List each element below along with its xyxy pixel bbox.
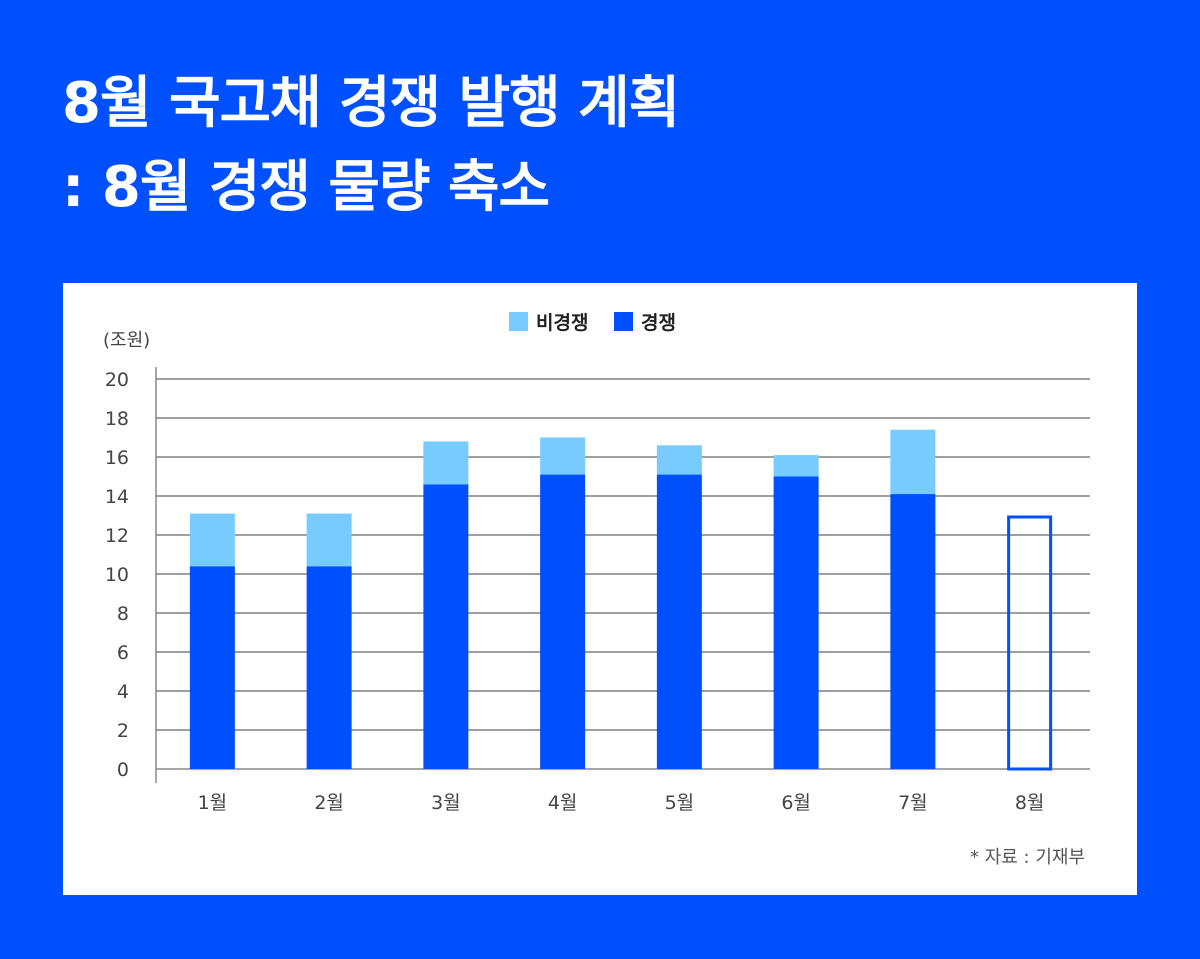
bar-noncompetitive (656, 445, 702, 475)
y-tick-label: 20 (105, 369, 129, 391)
bar-noncompetitive (773, 455, 819, 477)
y-tick-label: 14 (105, 486, 129, 508)
y-tick-label: 12 (105, 525, 129, 547)
y-tick-label: 18 (105, 408, 129, 430)
x-tick-label: 5월 (665, 792, 695, 814)
y-axis-label: (조원) (103, 330, 150, 351)
bar-competitive (773, 476, 819, 769)
legend-swatch (509, 312, 528, 331)
bar-competitive (189, 566, 235, 769)
x-tick-label: 7월 (898, 792, 928, 814)
bar-competitive (890, 494, 936, 769)
chart-panel: (조원) 0 2 4 6 8 10 12 14 16 18 20 1월 2월 3월 4월 5월 6월 7월 8월 비경쟁… (63, 283, 1137, 895)
x-tick-label: 4월 (548, 792, 578, 814)
y-tick-label: 8 (117, 603, 129, 625)
bar-outlined-8월 (1007, 515, 1053, 771)
y-tick-label: 2 (117, 720, 129, 742)
bar-competitive (306, 566, 352, 769)
y-tick-label: 0 (117, 759, 129, 781)
x-tick-label: 8월 (1015, 792, 1045, 814)
bar-noncompetitive (189, 513, 235, 567)
legend-swatch (614, 312, 633, 331)
bar-noncompetitive (306, 513, 352, 567)
bar-noncompetitive (423, 441, 469, 485)
bar-noncompetitive (540, 437, 586, 475)
y-tick-label: 4 (117, 681, 129, 703)
x-tick-label: 1월 (198, 792, 228, 814)
bar-noncompetitive (890, 429, 936, 495)
title-line-2: : 8월 경쟁 물량 축소 (62, 155, 550, 220)
legend-label: 경쟁 (641, 312, 676, 334)
y-tick-label: 10 (105, 564, 129, 586)
bar-competitive (423, 484, 469, 769)
bar-competitive (540, 474, 586, 769)
page-title: 8월 국고채 경쟁 발행 계획 : 8월 경쟁 물량 축소 (62, 62, 680, 230)
y-tick-label: 16 (105, 447, 129, 469)
bar-competitive (656, 474, 702, 769)
title-line-1: 8월 국고채 경쟁 발행 계획 (62, 71, 680, 136)
y-tick-label: 6 (117, 642, 129, 664)
x-tick-label: 2월 (314, 792, 344, 814)
source-note: * 자료 : 기재부 (969, 847, 1085, 868)
chart-svg: (조원) 0 2 4 6 8 10 12 14 16 18 20 1월 2월 3월 4월 5월 6월 7월 8월 비경쟁… (103, 312, 1090, 814)
x-tick-label: 3월 (431, 792, 461, 814)
x-tick-label: 6월 (781, 792, 811, 814)
legend-label: 비경쟁 (536, 312, 588, 334)
